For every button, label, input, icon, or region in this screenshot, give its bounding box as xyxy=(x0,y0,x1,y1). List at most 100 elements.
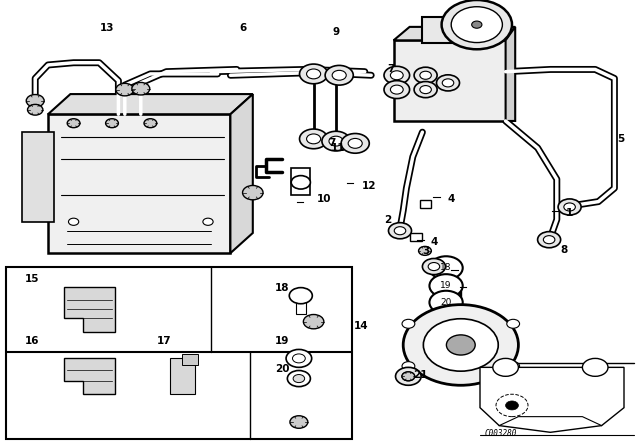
Circle shape xyxy=(419,246,431,255)
Circle shape xyxy=(507,362,520,370)
Circle shape xyxy=(420,71,431,79)
Circle shape xyxy=(451,7,502,43)
Circle shape xyxy=(442,0,512,49)
Circle shape xyxy=(403,305,518,385)
Circle shape xyxy=(402,372,415,381)
Polygon shape xyxy=(506,27,515,121)
Text: 19: 19 xyxy=(275,336,289,346)
Text: 20: 20 xyxy=(275,364,290,374)
Bar xyxy=(182,354,198,365)
Text: 6: 6 xyxy=(239,23,247,33)
Text: 18: 18 xyxy=(275,283,290,293)
Text: 20: 20 xyxy=(440,298,452,307)
Circle shape xyxy=(582,358,608,376)
Circle shape xyxy=(286,349,312,367)
Circle shape xyxy=(428,263,440,271)
Circle shape xyxy=(307,134,321,144)
Circle shape xyxy=(442,79,454,87)
Text: 10: 10 xyxy=(317,194,332,204)
Text: C003280: C003280 xyxy=(484,429,517,438)
Circle shape xyxy=(116,83,134,96)
Polygon shape xyxy=(394,27,515,40)
Text: 14: 14 xyxy=(354,321,369,331)
Circle shape xyxy=(422,258,445,275)
Circle shape xyxy=(390,85,403,94)
Text: 7: 7 xyxy=(328,138,336,148)
Circle shape xyxy=(341,134,369,153)
Circle shape xyxy=(348,138,362,148)
Text: 17: 17 xyxy=(157,336,172,346)
Circle shape xyxy=(26,95,44,107)
Circle shape xyxy=(507,319,520,328)
Circle shape xyxy=(493,358,518,376)
Circle shape xyxy=(203,218,213,225)
Circle shape xyxy=(388,223,412,239)
Text: 19: 19 xyxy=(440,281,452,290)
Text: 21: 21 xyxy=(413,370,428,380)
Text: 8: 8 xyxy=(560,245,567,255)
Circle shape xyxy=(303,314,324,329)
Circle shape xyxy=(414,67,437,83)
Circle shape xyxy=(538,232,561,248)
Circle shape xyxy=(472,21,482,28)
Circle shape xyxy=(447,335,475,355)
Circle shape xyxy=(243,185,263,200)
Text: 3: 3 xyxy=(422,246,429,256)
Circle shape xyxy=(144,119,157,128)
Circle shape xyxy=(390,71,403,80)
Circle shape xyxy=(420,86,431,94)
Circle shape xyxy=(436,75,460,91)
Circle shape xyxy=(325,65,353,85)
Circle shape xyxy=(290,416,308,428)
Bar xyxy=(422,17,486,43)
Circle shape xyxy=(429,291,463,314)
Circle shape xyxy=(322,131,350,151)
Circle shape xyxy=(384,81,410,99)
Circle shape xyxy=(396,367,421,385)
Circle shape xyxy=(402,372,415,381)
Circle shape xyxy=(429,256,463,280)
Circle shape xyxy=(292,354,305,363)
Circle shape xyxy=(307,69,321,79)
Text: 12: 12 xyxy=(362,181,376,191)
Circle shape xyxy=(332,70,346,80)
Bar xyxy=(6,267,352,439)
Text: 4: 4 xyxy=(431,237,438,247)
Circle shape xyxy=(402,319,415,328)
Circle shape xyxy=(106,119,118,128)
Text: 13: 13 xyxy=(100,23,115,33)
Circle shape xyxy=(414,82,437,98)
Text: 16: 16 xyxy=(24,336,39,346)
Bar xyxy=(22,132,54,222)
Circle shape xyxy=(68,218,79,225)
Text: 5: 5 xyxy=(618,134,625,144)
Bar xyxy=(170,358,195,394)
Circle shape xyxy=(564,203,575,211)
Circle shape xyxy=(132,82,150,95)
Circle shape xyxy=(67,119,80,128)
Circle shape xyxy=(384,66,410,84)
Circle shape xyxy=(289,288,312,304)
Circle shape xyxy=(28,104,43,115)
Polygon shape xyxy=(480,367,624,432)
Text: 9: 9 xyxy=(332,27,340,37)
Polygon shape xyxy=(230,94,253,253)
Polygon shape xyxy=(48,94,253,114)
Circle shape xyxy=(300,129,328,149)
Circle shape xyxy=(423,319,498,371)
Bar xyxy=(291,168,310,195)
Circle shape xyxy=(287,370,310,387)
Bar xyxy=(410,233,422,241)
Polygon shape xyxy=(64,358,115,394)
Text: 1: 1 xyxy=(566,208,573,218)
Text: 15: 15 xyxy=(24,274,39,284)
Bar xyxy=(420,200,431,208)
Polygon shape xyxy=(64,287,115,332)
Circle shape xyxy=(300,64,328,84)
Circle shape xyxy=(291,176,310,189)
Text: 11: 11 xyxy=(331,143,346,153)
Circle shape xyxy=(543,236,555,244)
Circle shape xyxy=(558,199,581,215)
Text: 18: 18 xyxy=(440,263,452,272)
Bar xyxy=(394,40,506,121)
